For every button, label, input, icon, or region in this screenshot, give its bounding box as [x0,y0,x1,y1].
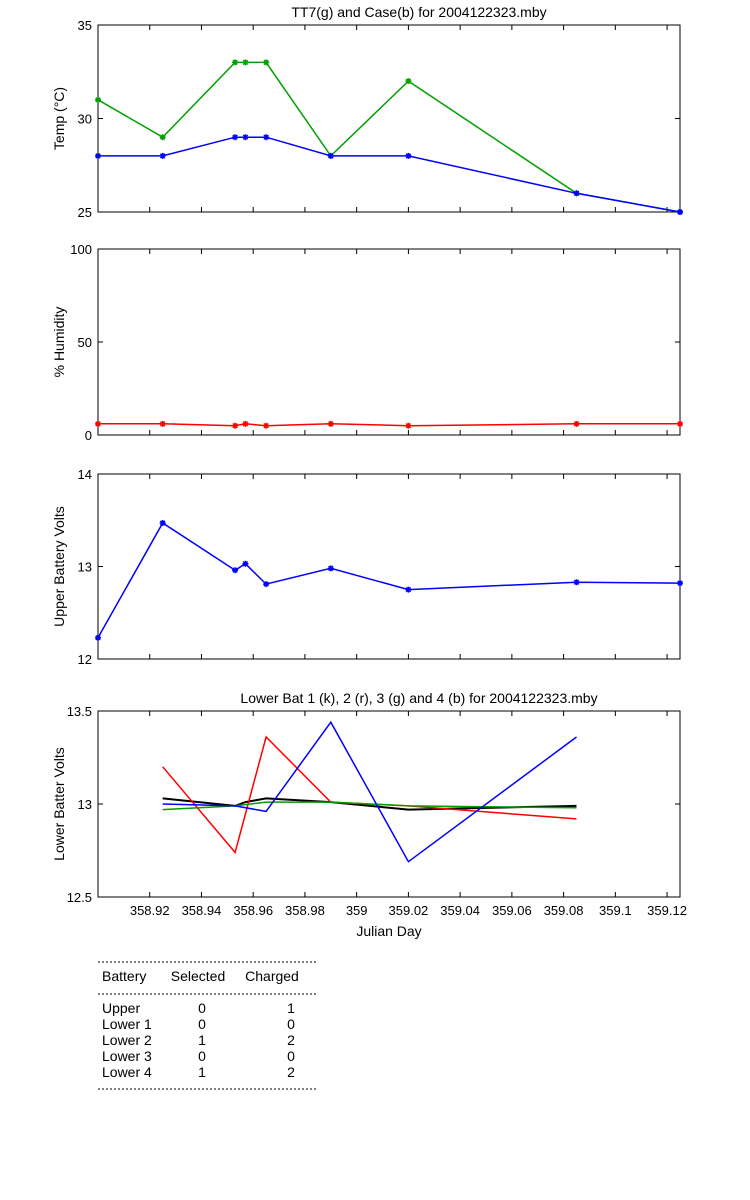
y-tick-label: 13 [78,797,92,812]
table-cell: Lower 1 [102,1016,152,1032]
data-point [242,560,249,567]
x-tick-label: 359 [346,903,368,918]
table-cell: 0 [287,1016,295,1032]
table-cell: Lower 3 [102,1048,152,1064]
table-header-cell: Charged [245,968,299,984]
data-point [263,59,270,66]
y-axis-label: Lower Batter Volts [51,747,67,861]
data-point [677,580,683,587]
data-point [95,152,101,159]
chart-title: TT7(g) and Case(b) for 2004122323.mby [291,4,546,20]
chart-panel-4: 358.92 358.94 358.96 358.98 359 359.02 359.04 3… [51,690,687,939]
plot-frame [97,473,681,660]
x-tick-label: 359.06 [492,903,532,918]
plot-frame [97,248,681,436]
table-cell: 0 [198,1016,206,1032]
y-tick-label: 13 [78,560,92,575]
data-point [242,134,249,141]
y-axis-label: Temp (°C) [51,87,67,150]
data-point [159,420,166,427]
data-point [327,152,334,159]
data-point [573,579,580,586]
table-cell: 1 [198,1032,206,1048]
data-point [405,586,412,593]
table-cell: 2 [287,1032,295,1048]
y-tick-label: 35 [78,18,92,33]
data-point [677,420,683,427]
series-line-1 [97,521,681,639]
chart-panel-1: 25 30 35 TT7(g) and Case(b) for 2004122323.… [51,4,683,220]
data-point [242,420,249,427]
series-line-4 [162,720,577,863]
table-cell: 0 [287,1048,295,1064]
table-cell: Lower 4 [102,1064,152,1080]
data-point [263,422,270,429]
data-point [573,420,580,427]
series-line-3 [162,801,577,811]
y-axis-label: Upper Battery Volts [51,506,67,627]
series-line-1 [97,61,681,213]
y-tick-label: 30 [78,112,92,127]
series-line-1 [98,423,680,427]
chart-panel-2: 0 50 100 % Humidity [51,242,683,443]
chart-panel-3: 12 13 14 Upper Battery Volts [51,467,683,667]
x-tick-label: 358.96 [233,903,273,918]
x-tick-label: 359.02 [389,903,429,918]
x-tick-label: 358.94 [182,903,222,918]
x-tick-label: 359.1 [599,903,632,918]
table-cell: 1 [287,1000,295,1016]
y-axis-label: % Humidity [51,307,67,378]
data-point [95,96,101,103]
table-cell: 2 [287,1064,295,1080]
x-tick-label: 358.92 [130,903,170,918]
data-point [327,420,334,427]
table-cell: Upper [102,1000,140,1016]
x-tick-label: 359.04 [440,903,480,918]
data-point [263,134,270,141]
plot-frame [97,24,681,213]
x-tick-label: 359.12 [647,903,687,918]
data-point [573,190,580,197]
x-axis-label: Julian Day [356,923,421,939]
table-cell: 1 [198,1064,206,1080]
data-point [159,134,166,141]
data-point [405,78,412,85]
data-point [677,209,683,215]
series-line-2 [162,735,577,854]
table-header-cell: Battery [102,968,146,984]
data-point [232,59,239,66]
x-tick-label: 359.08 [544,903,584,918]
chart-title: Lower Bat 1 (k), 2 (r), 3 (g) and 4 (b) … [240,690,597,706]
y-tick-label: 12 [78,652,92,667]
table-cell: 0 [198,1000,206,1016]
data-point [405,422,412,429]
data-point [95,420,101,427]
table-cell: 0 [198,1048,206,1064]
y-tick-label: 25 [78,205,92,220]
x-tick-label: 358.98 [285,903,325,918]
y-tick-label: 100 [70,242,92,257]
y-tick-label: 50 [78,335,92,350]
data-point [232,422,239,429]
data-point [232,567,239,574]
y-tick-label: 14 [78,467,92,482]
series-line-2 [98,136,681,213]
y-tick-label: 0 [85,428,92,443]
data-point [263,581,270,588]
data-point [405,152,412,159]
y-tick-label: 12.5 [67,890,92,905]
data-point [327,565,334,572]
data-point [159,152,166,159]
table-header-cell: Selected [171,968,225,984]
table-cell: Lower 2 [102,1032,152,1048]
data-point [242,59,249,66]
y-tick-label: 13.5 [67,704,92,719]
data-point [159,520,166,527]
data-point [232,134,239,141]
data-point [95,634,101,641]
